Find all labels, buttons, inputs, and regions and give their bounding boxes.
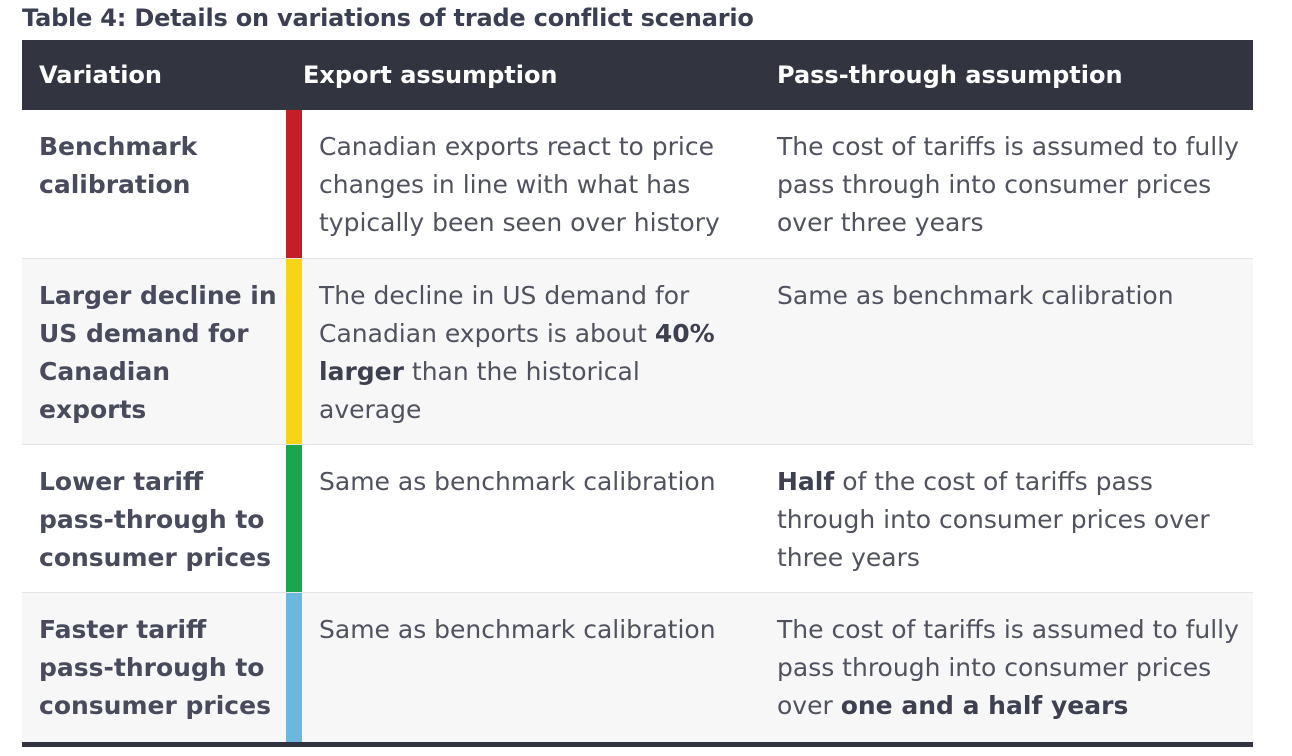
table-header: Variation Export assumption Pass-through… (22, 40, 1253, 110)
variation-cell: Larger decline in US demand for Canadian… (39, 281, 277, 424)
text-segment: Same as benchmark calibration (319, 615, 716, 644)
text-segment: Canadian exports react to price changes … (319, 132, 720, 237)
text-segment: The cost of tariffs is assumed to fully … (777, 132, 1239, 237)
text-segment: of the cost of tariffs pass through into… (777, 467, 1210, 572)
color-marker-bar (286, 259, 302, 444)
pass-through-assumption-cell: The cost of tariffs is assumed to fully … (759, 593, 1253, 742)
table-bottom-rule (22, 742, 1253, 747)
pass-through-assumption-cell: The cost of tariffs is assumed to fully … (759, 110, 1253, 258)
emphasis-text: Half (777, 467, 835, 496)
text-segment: The cost of tariffs is assumed to fully … (777, 615, 1239, 720)
pass-through-assumption-cell: Half of the cost of tariffs pass through… (759, 445, 1253, 592)
text-segment: The decline in US demand for Canadian ex… (319, 281, 690, 348)
table-row: Benchmark calibration Canadian exports r… (22, 110, 1253, 258)
export-assumption-cell: The decline in US demand for Canadian ex… (302, 259, 759, 444)
text-segment: Same as benchmark calibration (319, 467, 716, 496)
emphasis-text: one and a half years (840, 691, 1129, 720)
export-assumption-cell: Same as benchmark calibration (302, 445, 759, 592)
emphasis-text: 40% larger (319, 319, 715, 386)
color-marker-bar (286, 110, 302, 258)
text-segment: than the historical average (319, 357, 640, 424)
table-row: Faster tariff pass-through to consumer p… (22, 592, 1253, 742)
table-row: Lower tariff pass-through to consumer pr… (22, 444, 1253, 592)
color-marker-bar (286, 593, 302, 742)
header-pass-through-assumption: Pass-through assumption (777, 61, 1123, 89)
scenario-table: Variation Export assumption Pass-through… (22, 40, 1253, 747)
variation-cell: Faster tariff pass-through to consumer p… (39, 615, 271, 720)
header-export-assumption: Export assumption (303, 61, 558, 89)
table-title: Table 4: Details on variations of trade … (22, 4, 754, 32)
variation-cell: Lower tariff pass-through to consumer pr… (39, 467, 271, 572)
text-segment: Same as benchmark calibration (777, 281, 1174, 310)
header-variation: Variation (39, 61, 162, 89)
variation-cell: Benchmark calibration (39, 132, 198, 199)
table-row: Larger decline in US demand for Canadian… (22, 258, 1253, 444)
export-assumption-cell: Same as benchmark calibration (302, 593, 759, 742)
pass-through-assumption-cell: Same as benchmark calibration (759, 259, 1253, 444)
color-marker-bar (286, 445, 302, 592)
export-assumption-cell: Canadian exports react to price changes … (302, 110, 759, 258)
